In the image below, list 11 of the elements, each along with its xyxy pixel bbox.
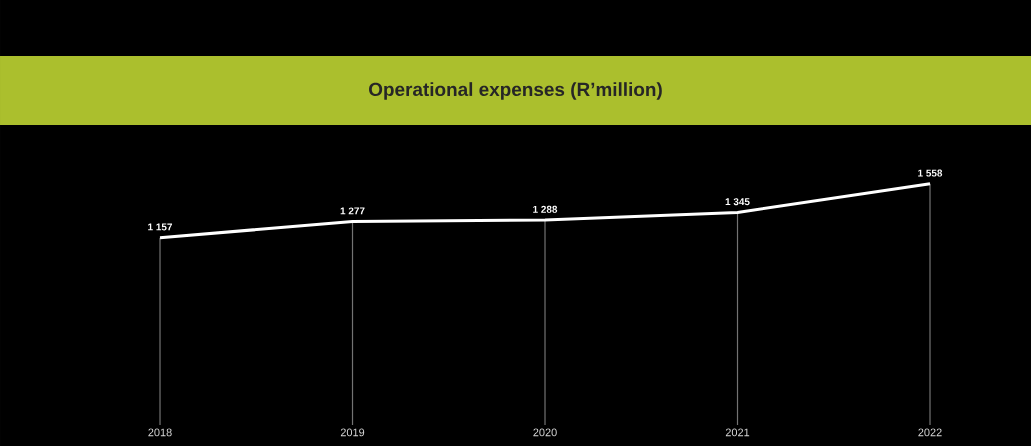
data-label: 1 288: [533, 205, 558, 213]
data-label: 1 277: [340, 207, 365, 215]
x-tick-label: 2019: [340, 428, 365, 437]
data-label: 1 345: [725, 198, 750, 206]
data-label: 1 558: [918, 169, 943, 177]
chart-title: Operational expenses (R’million): [369, 82, 662, 100]
data-label: 1 157: [148, 223, 173, 231]
x-tick-label: 2022: [918, 428, 942, 437]
x-tick-label: 2021: [725, 428, 750, 437]
x-tick-label: 2020: [533, 428, 557, 437]
x-tick-label: 2018: [148, 428, 172, 437]
